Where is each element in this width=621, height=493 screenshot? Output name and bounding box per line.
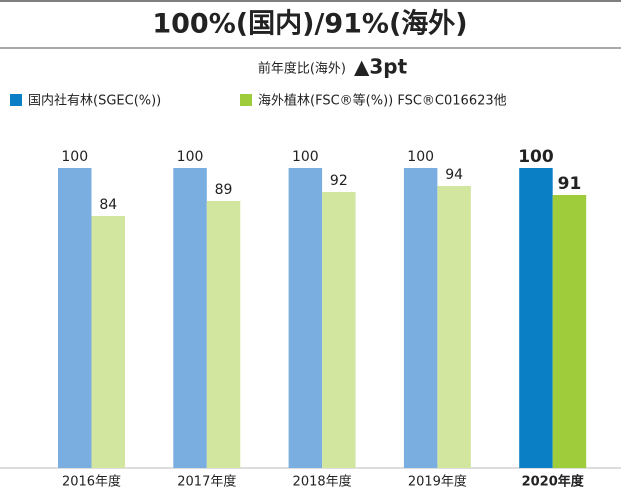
legend-swatch <box>10 94 22 106</box>
x-tick-label: 2018年度 <box>293 474 352 490</box>
value-label: 100 <box>177 149 204 165</box>
bar <box>288 168 323 468</box>
x-tick-label: 2020年度 <box>522 474 585 490</box>
value-label: 100 <box>61 149 88 165</box>
legend-label: 海外植林(FSC®等(%)) FSC®C016623他 <box>258 93 507 109</box>
x-tick-label: 2016年度 <box>62 474 121 490</box>
value-label: 94 <box>445 167 463 183</box>
value-label: 100 <box>518 147 554 167</box>
bar <box>437 186 471 468</box>
bar <box>519 168 553 468</box>
bar <box>552 195 587 468</box>
bar <box>173 168 207 468</box>
subtitle: 前年度比(海外) <box>258 61 346 77</box>
bar <box>91 216 125 468</box>
chart-title: 100%(国内)/91%(海外) <box>152 9 467 40</box>
x-tick-label: 2017年度 <box>177 474 236 490</box>
value-label: 92 <box>330 173 348 189</box>
bar <box>322 192 356 468</box>
bar <box>206 201 241 468</box>
bar <box>58 168 92 468</box>
legend-label: 国内社有林(SGEC(%)) <box>28 93 161 109</box>
value-label: 91 <box>558 174 582 194</box>
change: ▲3pt <box>354 55 408 79</box>
value-label: 100 <box>407 149 434 165</box>
legend-swatch <box>240 94 252 106</box>
bar <box>403 168 438 468</box>
value-label: 100 <box>292 149 319 165</box>
value-label: 89 <box>215 182 233 198</box>
x-tick-label: 2019年度 <box>408 474 467 490</box>
value-label: 84 <box>99 197 117 213</box>
